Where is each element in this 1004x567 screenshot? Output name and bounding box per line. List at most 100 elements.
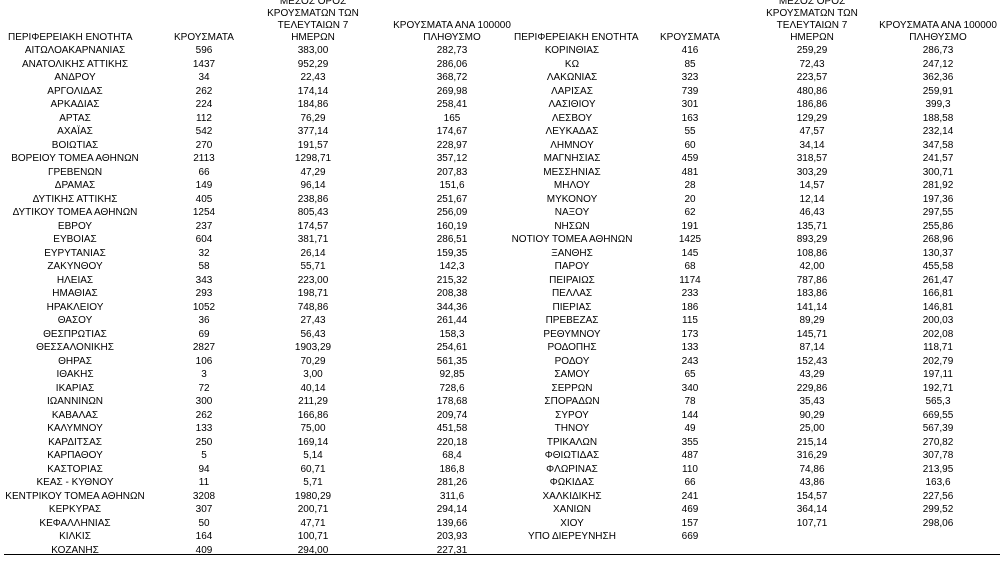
per-100k-cell: 202,79 <box>922 355 954 367</box>
weekly-average-cell: 229,86 <box>796 382 828 394</box>
weekly-average-cell: 186,86 <box>796 99 828 110</box>
cases-cell: 94 <box>198 463 210 475</box>
cases-cell: 241 <box>681 490 699 502</box>
region-cell: ΣΥΡΟΥ <box>555 409 589 421</box>
cases-cell: 1174 <box>679 274 701 286</box>
cases-cell: 191 <box>681 220 699 232</box>
per-100k-cell: 281,26 <box>436 477 468 488</box>
region-cell: ΞΑΝΘΗΣ <box>551 247 593 259</box>
per-100k-cell: 197,11 <box>923 369 953 380</box>
cases-cell: 262 <box>195 85 213 97</box>
cases-cell: 2113 <box>193 153 215 164</box>
region-cell: ΘΕΣΠΡΩΤΙΑΣ <box>43 328 107 340</box>
cases-cell: 604 <box>195 234 213 245</box>
weekly-average-cell: 211,29 <box>298 396 328 407</box>
region-cell: ΑΧΑΪΑΣ <box>57 126 93 137</box>
per-100k-cell: 347,58 <box>922 139 954 151</box>
region-cell: ΛΑΚΩΝΙΑΣ <box>546 72 598 83</box>
weekly-average-cell: 1903,29 <box>294 342 332 353</box>
region-cell: ΝΗΣΩΝ <box>554 220 590 232</box>
per-100k-cell: 269,98 <box>436 85 468 97</box>
per-100k-cell: 118,71 <box>923 342 953 353</box>
cases-cell: 233 <box>681 288 699 299</box>
region-cell: ΜΕΣΣΗΝΙΑΣ <box>543 166 601 178</box>
per-100k-cell: 281,92 <box>922 180 954 191</box>
cases-cell: 481 <box>681 166 699 178</box>
region-cell: ΕΒΡΟΥ <box>57 220 93 232</box>
region-cell: ΚΑΡΠΑΘΟΥ <box>47 450 103 461</box>
region-cell: ΘΗΡΑΣ <box>58 355 92 367</box>
region-cell: ΜΑΓΝΗΣΙΑΣ <box>543 153 601 164</box>
per-100k-cell: 207,83 <box>436 166 468 178</box>
per-100k-cell: 297,55 <box>922 207 954 218</box>
weekly-average-cell: 5,14 <box>303 450 323 461</box>
weekly-average-cell: 25,00 <box>799 423 825 434</box>
region-cell: ΣΕΡΡΩΝ <box>551 382 593 394</box>
weekly-average-cell: 154,57 <box>796 490 828 502</box>
region-cell: ΔΡΑΜΑΣ <box>54 180 96 191</box>
per-100k-cell: 220,18 <box>436 436 468 448</box>
per-100k-cell: 200,03 <box>922 315 954 326</box>
cases-cell: 11 <box>198 477 210 488</box>
per-100k-cell: 311,6 <box>439 490 465 502</box>
weekly-average-cell: 46,43 <box>799 207 825 218</box>
weekly-average-cell: 60,71 <box>300 463 326 475</box>
cases-cell: 85 <box>684 58 696 70</box>
cases-cell: 164 <box>195 531 213 542</box>
column-header: ΚΡΟΥΣΜΑΤΑ <box>174 32 234 43</box>
weekly-average-cell: 14,57 <box>799 180 825 191</box>
region-cell: ΖΑΚΥΝΘΟΥ <box>47 261 103 272</box>
cases-cell: 50 <box>198 517 210 529</box>
cases-cell: 270 <box>195 139 213 151</box>
cases-cell: 66 <box>198 166 210 178</box>
per-100k-cell: 92,85 <box>439 369 465 380</box>
per-100k-cell: 228,97 <box>436 139 468 151</box>
cases-cell: 301 <box>681 99 699 110</box>
per-100k-cell: 159,35 <box>436 247 468 259</box>
weekly-average-cell: 294,00 <box>297 544 329 556</box>
region-cell: ΙΩΑΝΝΙΝΩΝ <box>46 396 104 407</box>
cases-cell: 149 <box>195 180 213 191</box>
per-100k-cell: 247,12 <box>922 58 954 70</box>
per-100k-cell: 192,71 <box>922 382 954 394</box>
weekly-average-cell: 107,71 <box>796 517 828 529</box>
per-100k-cell: 165 <box>443 112 461 124</box>
region-cell: ΚΕΑΣ - ΚΥΘΝΟΥ <box>36 477 114 488</box>
region-cell: ΑΡΤΑΣ <box>59 112 91 124</box>
per-100k-cell: 258,41 <box>436 99 468 110</box>
per-100k-cell: 208,38 <box>436 288 468 299</box>
per-100k-cell: 268,96 <box>922 234 954 245</box>
weekly-average-cell: 215,14 <box>796 436 828 448</box>
weekly-average-cell: 1980,29 <box>294 490 332 502</box>
region-cell: ΧΑΛΚΙΔΙΚΗΣ <box>542 490 602 502</box>
weekly-average-cell: 89,29 <box>799 315 825 326</box>
cases-cell: 72 <box>198 382 210 394</box>
region-cell: ΛΗΜΝΟΥ <box>550 139 594 151</box>
per-100k-cell: 286,51 <box>436 234 468 245</box>
weekly-average-cell: 141,14 <box>796 301 828 313</box>
per-100k-cell: 567,39 <box>922 423 954 434</box>
per-100k-cell: 561,35 <box>436 355 468 367</box>
per-100k-cell: 163,6 <box>925 477 951 488</box>
weekly-average-cell: 90,29 <box>799 409 825 421</box>
weekly-average-cell: 383,00 <box>297 45 329 56</box>
cases-cell: 323 <box>681 72 699 83</box>
bottom-rule <box>4 554 1000 555</box>
per-100k-cell: 166,81 <box>922 288 954 299</box>
per-100k-cell: 142,3 <box>439 261 465 272</box>
cases-cell: 3208 <box>192 490 216 502</box>
weekly-average-cell: 223,00 <box>297 274 329 286</box>
cases-cell: 1052 <box>192 301 216 313</box>
per-100k-cell: 202,08 <box>922 328 954 340</box>
cases-cell: 307 <box>195 504 213 515</box>
per-100k-cell: 368,72 <box>436 72 468 83</box>
weekly-average-cell: 364,14 <box>796 504 828 515</box>
weekly-average-cell: 40,14 <box>300 382 326 394</box>
region-cell: ΒΟΡΕΙΟΥ ΤΟΜΕΑ ΑΘΗΝΩΝ <box>11 153 139 164</box>
per-100k-cell: 299,52 <box>922 504 954 515</box>
cases-cell: 55 <box>684 126 696 137</box>
cases-cell: 596 <box>195 45 213 56</box>
cases-cell: 469 <box>681 504 699 515</box>
cases-cell: 243 <box>681 355 699 367</box>
cases-cell: 163 <box>681 112 699 124</box>
